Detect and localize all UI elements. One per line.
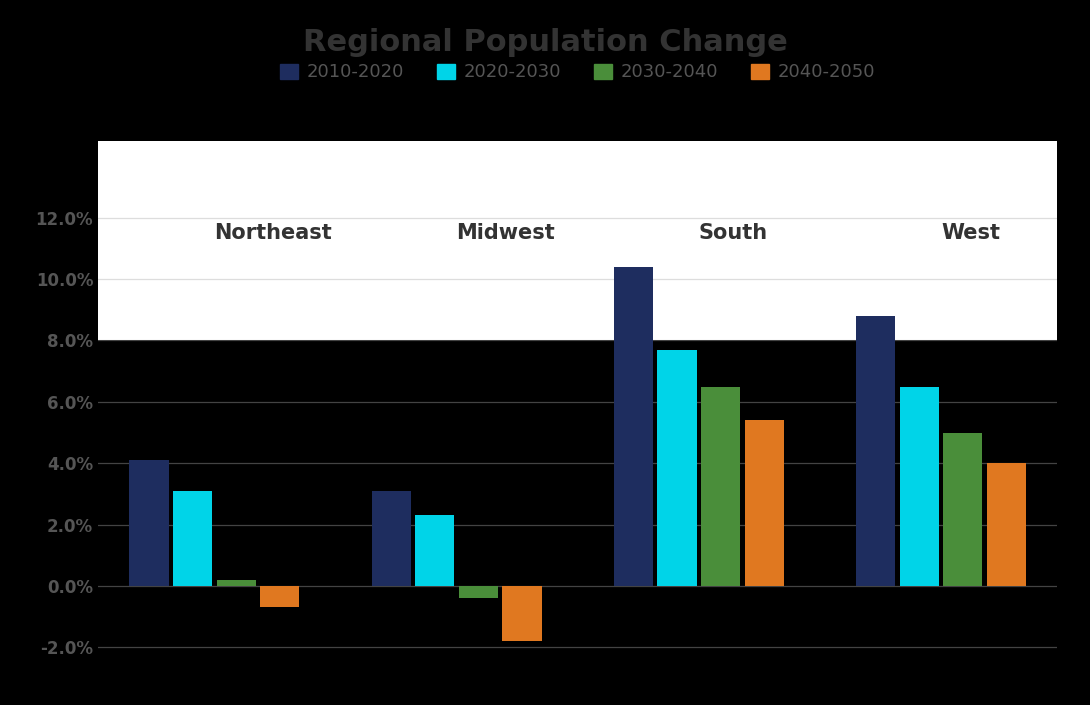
Bar — [744, 420, 784, 586]
Text: Midwest: Midwest — [457, 223, 555, 243]
Bar — [173, 491, 213, 586]
Bar — [614, 266, 653, 586]
Bar — [856, 316, 895, 586]
Text: South: South — [699, 223, 768, 243]
Bar — [657, 350, 697, 586]
Bar — [502, 586, 542, 642]
Bar — [130, 460, 169, 586]
Text: Northeast: Northeast — [215, 223, 332, 243]
Bar — [261, 586, 300, 608]
Bar — [899, 386, 938, 586]
Bar — [701, 386, 740, 586]
Bar — [986, 463, 1026, 586]
Bar — [217, 580, 256, 586]
Text: Regional Population Change: Regional Population Change — [303, 28, 787, 57]
Text: West: West — [941, 223, 1000, 243]
Legend: 2010-2020, 2020-2030, 2030-2040, 2040-2050: 2010-2020, 2020-2030, 2030-2040, 2040-20… — [272, 56, 883, 89]
Bar — [459, 586, 498, 599]
Bar — [943, 433, 982, 586]
Bar — [415, 515, 455, 586]
Bar — [372, 491, 411, 586]
FancyBboxPatch shape — [98, 141, 1057, 341]
